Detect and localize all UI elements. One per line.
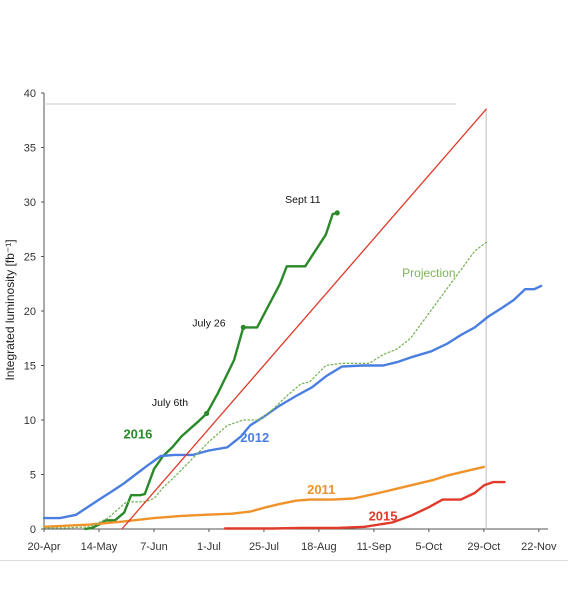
- y-tick-label: 35: [24, 143, 36, 155]
- series-2011-line: [42, 465, 486, 528]
- x-tick-label: 22-Nov: [521, 541, 557, 553]
- series-label-2012: 2012: [240, 430, 269, 445]
- annotation-label: Sept 11: [285, 194, 321, 206]
- annotation-point: [240, 324, 246, 330]
- series-label-projection: Projection: [402, 266, 455, 280]
- series-label-2016: 2016: [123, 427, 152, 442]
- series-projection-line: [43, 241, 487, 529]
- series-labels: 2016 2012 2011 2015 Projection: [123, 266, 455, 523]
- series-2012-line: [42, 284, 543, 520]
- series-layer: [42, 108, 543, 531]
- y-tick-label: 10: [24, 415, 36, 427]
- x-tick-label: 1-Jul: [197, 541, 221, 553]
- x-tick-label: 11-Sep: [357, 541, 392, 553]
- x-tick-label: 7-Jun: [140, 541, 168, 553]
- series-label-2011: 2011: [307, 482, 335, 497]
- y-tick-label: 40: [24, 88, 36, 100]
- y-tick-label: 30: [24, 197, 36, 209]
- annotation-label: July 6th: [152, 397, 188, 409]
- annotation-point: [334, 210, 340, 216]
- x-tick-label: 14-May: [81, 541, 118, 553]
- annotation-markers: July 6th July 26 Sept 11: [152, 194, 340, 417]
- series-2015-line: [223, 480, 506, 530]
- x-tick-label: 18-Aug: [301, 541, 336, 553]
- x-tick-label: 5-Oct: [415, 541, 442, 553]
- guide-lines: [44, 103, 487, 529]
- y-tick-label: 25: [24, 252, 36, 264]
- annotation-point: [204, 410, 210, 417]
- x-tick-label: 29-Oct: [467, 541, 500, 553]
- trend-line-line: [121, 108, 487, 530]
- x-tick-label: 20-Apr: [27, 541, 60, 553]
- y-tick-label: 20: [24, 306, 36, 318]
- series-label-2015: 2015: [369, 508, 398, 523]
- x-tick-label: 25-Jul: [249, 541, 279, 553]
- y-tick-label: 5: [30, 470, 36, 482]
- annotation-label: July 26: [192, 317, 225, 329]
- x-axis: 20-Apr 14-May 7-Jun 1-Jul 25-Jul 18-Aug 11-Sep…: [27, 528, 557, 553]
- y-axis-label: Integrated luminosity [fb⁻¹]: [3, 239, 17, 380]
- y-axis: 0 5 10 15 20 25 30 35 40: [24, 88, 45, 536]
- y-tick-label: 15: [24, 361, 36, 373]
- series-2016-line: [84, 211, 339, 531]
- bottom-divider: [0, 560, 568, 561]
- y-tick-label: 0: [30, 524, 36, 536]
